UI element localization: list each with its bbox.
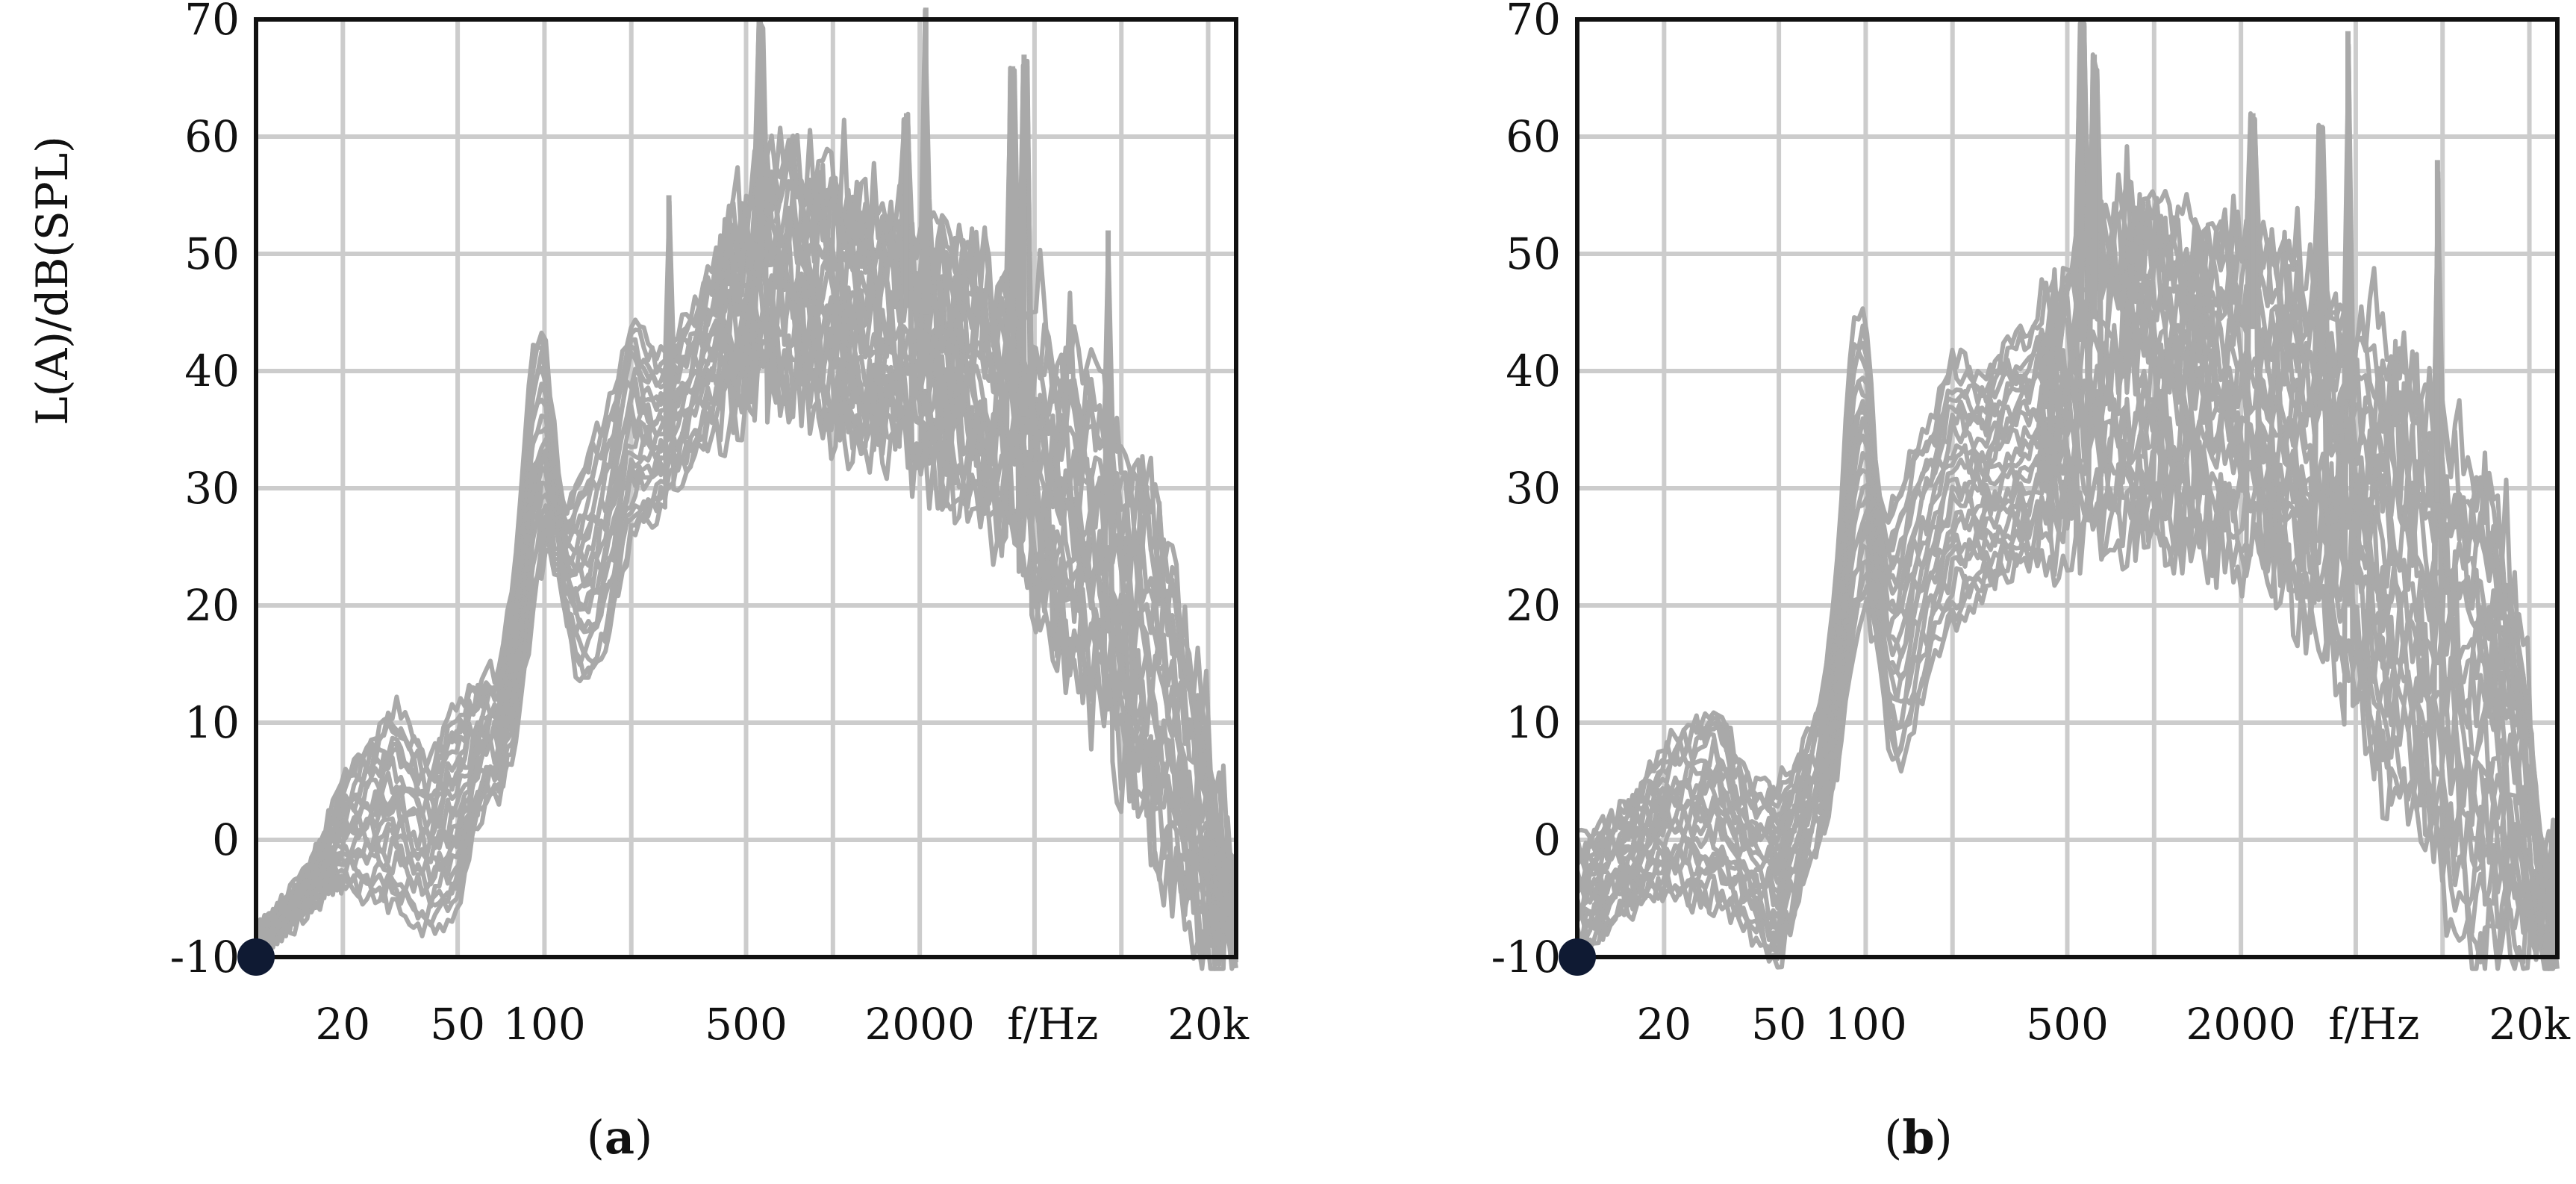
y-tick-label: 0: [212, 814, 240, 865]
plot-frame: [254, 17, 1238, 959]
series-line: [1575, 293, 2560, 951]
x-tick-label: 20k: [1167, 999, 1250, 1050]
y-tick-label: 50: [184, 228, 240, 279]
y-tick-label: 60: [1506, 111, 1561, 162]
x-tick-label: 100: [1824, 999, 1907, 1050]
x-tick-label: 100: [503, 999, 586, 1050]
y-axis-label: L(A)/dB(SPL): [27, 136, 78, 425]
origin-marker: [237, 938, 275, 976]
panel-label-letter: b: [1902, 1110, 1934, 1165]
series-line: [255, 185, 1238, 938]
x-tick-label: 500: [2026, 999, 2109, 1050]
series-line: [1577, 31, 2560, 905]
series-line: [254, 210, 1238, 951]
y-tick-label: -10: [1491, 932, 1561, 982]
panel-label-open: (: [587, 1110, 605, 1165]
x-tick-label: 500: [705, 999, 788, 1050]
x-tick-label: 50: [1751, 999, 1806, 1050]
series-line: [1575, 37, 2560, 944]
y-tick-label: 70: [1506, 0, 1561, 45]
panel-label-close: ): [634, 1110, 652, 1165]
panel-label-open: (: [1884, 1110, 1902, 1165]
panel-label: (a): [587, 1110, 653, 1165]
x-axis-label: f/Hz: [2328, 999, 2419, 1050]
y-axis-label: L(A)/dB(SPL): [27, 136, 78, 425]
y-tick-label: 30: [1506, 463, 1561, 514]
series-lines: [254, 7, 1238, 971]
y-tick-label: -10: [170, 932, 240, 982]
y-tick-label: 20: [184, 580, 240, 631]
y-tick-label: 40: [184, 346, 240, 396]
series-lines: [1575, 19, 2560, 971]
panel-label: (b): [1884, 1110, 1953, 1165]
x-axis-label: f/Hz: [1007, 999, 1098, 1050]
x-tick-label: 20: [1636, 999, 1691, 1050]
y-tick-label: 10: [184, 697, 240, 748]
origin-marker: [1559, 938, 1596, 976]
panel-label-letter: a: [605, 1110, 634, 1165]
x-tick-label: 20: [315, 999, 370, 1050]
series-line: [254, 125, 1238, 935]
series-line: [255, 255, 1238, 964]
series-line: [1575, 40, 2560, 971]
plot-frame: [1575, 17, 2560, 959]
y-tick-label: 60: [184, 111, 240, 162]
y-tick-label: 0: [1533, 814, 1561, 865]
y-tick-label: 40: [1506, 346, 1561, 396]
x-tick-label: 2000: [864, 999, 975, 1050]
x-tick-label: 2000: [2186, 999, 2296, 1050]
y-tick-label: 20: [1506, 580, 1561, 631]
y-tick-label: 30: [184, 463, 240, 514]
panel-label-close: ): [1935, 1110, 1953, 1165]
y-tick-label: 50: [1506, 228, 1561, 279]
y-tick-label: 70: [184, 0, 240, 45]
x-tick-label: 50: [430, 999, 485, 1050]
chart-panel-a: -10 0 10 20 30 40 50 60 70 20 50 100 500 2000 20k f/Hz L…: [27, 0, 1250, 1165]
x-tick-label: 20k: [2489, 999, 2571, 1050]
y-tick-label: 10: [1506, 697, 1561, 748]
